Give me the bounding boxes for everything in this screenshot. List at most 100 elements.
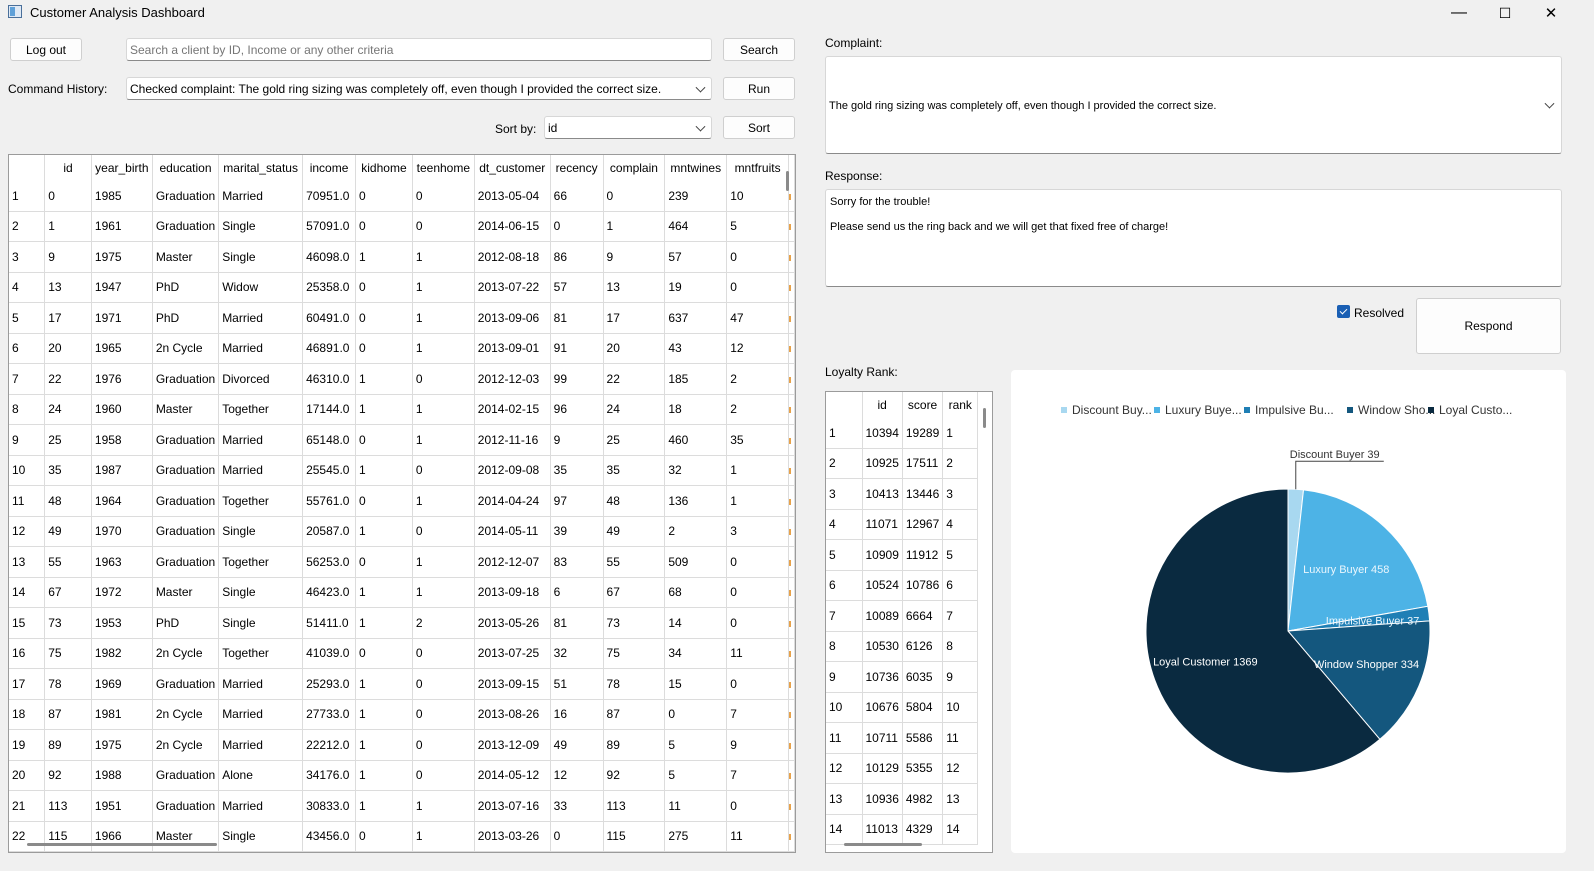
table-cell[interactable]: 9 <box>44 241 92 273</box>
table-cell[interactable]: 20 <box>44 333 92 364</box>
table-row[interactable]: 3 9 1975 Master Single 46098.0 1 1 2012-08-18 86 9… <box>9 241 795 273</box>
table-cell[interactable]: 0 <box>726 577 789 608</box>
row-number[interactable]: 4 <box>9 272 46 303</box>
table-cell[interactable]: 9 <box>942 661 979 693</box>
row-number[interactable]: 13 <box>826 783 863 815</box>
table-cell[interactable]: 78 <box>44 668 92 700</box>
table-cell[interactable]: 0 <box>355 333 413 364</box>
row-number[interactable]: 7 <box>9 363 46 395</box>
table-cell[interactable]: 35 <box>550 455 604 486</box>
table-cell[interactable]: 1 <box>355 729 413 761</box>
table-cell[interactable]: 91 <box>550 333 604 364</box>
table-cell[interactable]: 81 <box>550 607 604 639</box>
table-cell[interactable]: 1 <box>412 302 475 334</box>
table-row[interactable]: 16 75 1982 2n Cycle Together 41039.0 0 0 2013-07… <box>9 638 795 669</box>
row-number[interactable]: 8 <box>9 394 46 425</box>
minimize-icon[interactable]: — <box>1451 4 1467 21</box>
row-number[interactable]: 18 <box>9 699 46 730</box>
horizontal-scrollbar[interactable] <box>844 843 922 846</box>
table-cell[interactable]: 10394 <box>862 418 903 449</box>
table-cell[interactable]: 73 <box>44 607 92 639</box>
table-cell[interactable]: 49 <box>603 516 666 547</box>
table-row[interactable]: 18 87 1981 2n Cycle Married 27733.0 1 0 2013-08-… <box>9 699 795 730</box>
table-row[interactable]: 2 10925 17511 2 <box>826 448 979 479</box>
row-number[interactable]: 2 <box>9 211 46 242</box>
row-number[interactable]: 11 <box>9 485 46 517</box>
table-cell[interactable]: Master <box>152 241 220 273</box>
row-number[interactable]: 5 <box>826 539 863 571</box>
table-cell[interactable]: 0 <box>355 211 413 242</box>
row-number[interactable]: 4 <box>826 509 863 540</box>
table-cell[interactable]: 49 <box>550 729 604 761</box>
table-row[interactable]: 12 49 1970 Graduation Single 20587.0 1 0 2014-05… <box>9 516 795 547</box>
table-cell[interactable]: 5 <box>942 539 979 571</box>
table-cell[interactable]: 11 <box>726 821 789 852</box>
table-cell[interactable]: 0 <box>412 516 475 547</box>
table-cell[interactable]: 15 <box>664 668 728 700</box>
table-cell[interactable]: 75 <box>603 638 666 669</box>
table-cell[interactable]: 34 <box>664 638 728 669</box>
table-cell[interactable]: 5355 <box>902 753 944 784</box>
table-cell[interactable]: Married <box>218 181 304 212</box>
column-header[interactable]: marital_status <box>218 155 304 181</box>
search-button[interactable]: Search <box>723 38 795 61</box>
table-cell[interactable]: 2014-05-11 <box>474 516 551 547</box>
table-cell[interactable]: 0 <box>412 699 475 730</box>
table-cell[interactable]: 57 <box>664 241 728 273</box>
table-cell[interactable]: 0 <box>355 546 413 578</box>
table-row[interactable]: 9 10736 6035 9 <box>826 661 979 693</box>
table-cell[interactable]: 87 <box>603 699 666 730</box>
row-number[interactable]: 2 <box>826 448 863 479</box>
row-number[interactable]: 22 <box>9 821 46 852</box>
table-row[interactable]: 5 10909 11912 5 <box>826 539 979 571</box>
table-cell[interactable]: 70951.0 <box>302 181 357 212</box>
table-row[interactable]: 6 10524 10786 6 <box>826 570 979 601</box>
maximize-icon[interactable]: ☐ <box>1498 4 1512 21</box>
table-cell[interactable]: 27733.0 <box>302 699 357 730</box>
table-cell[interactable]: 2012-08-18 <box>474 241 551 273</box>
table-cell[interactable]: 1 <box>726 485 789 517</box>
table-row[interactable]: 11 10711 5586 11 <box>826 722 979 754</box>
table-cell[interactable]: Graduation <box>152 668 220 700</box>
table-cell[interactable]: 55 <box>44 546 92 578</box>
table-cell[interactable]: 11013 <box>862 814 903 845</box>
table-cell[interactable]: 9 <box>726 729 789 761</box>
table-cell[interactable]: 1970 <box>91 516 153 547</box>
table-cell[interactable]: 2012-11-16 <box>474 424 551 456</box>
table-cell[interactable]: 2013-09-18 <box>474 577 551 608</box>
column-header[interactable]: id <box>44 155 92 181</box>
table-cell[interactable]: 22 <box>603 363 666 395</box>
table-cell[interactable]: 20587.0 <box>302 516 357 547</box>
table-cell[interactable]: 1966 <box>91 821 153 852</box>
table-row[interactable]: 5 17 1971 PhD Married 60491.0 0 1 2013-09-06 81 17… <box>9 302 795 334</box>
table-cell[interactable]: 2014-06-15 <box>474 211 551 242</box>
column-header[interactable]: complain <box>603 155 666 181</box>
table-cell[interactable]: 2013-05-26 <box>474 607 551 639</box>
table-row[interactable]: 15 73 1953 PhD Single 51411.0 1 2 2013-05-26 81 73… <box>9 607 795 639</box>
table-cell[interactable]: 55761.0 <box>302 485 357 517</box>
table-row[interactable]: 13 55 1963 Graduation Together 56253.0 0 1 2012-… <box>9 546 795 578</box>
table-cell[interactable]: 2n Cycle <box>152 699 220 730</box>
table-cell[interactable]: 49 <box>44 516 92 547</box>
pie-slice-luxury-buyer[interactable] <box>1287 489 1429 632</box>
table-cell[interactable]: 0 <box>355 638 413 669</box>
table-cell[interactable]: 12 <box>550 760 604 791</box>
table-cell[interactable]: 6126 <box>902 631 944 662</box>
table-cell[interactable]: 46098.0 <box>302 241 357 273</box>
table-cell[interactable]: 48 <box>44 485 92 517</box>
table-cell[interactable]: 0 <box>550 211 604 242</box>
row-number[interactable]: 10 <box>9 455 46 486</box>
table-cell[interactable]: 1958 <box>91 424 153 456</box>
customer-table[interactable]: id year_birth education marital_status incom… <box>8 154 796 853</box>
table-cell[interactable]: 35 <box>44 455 92 486</box>
table-cell[interactable]: 10413 <box>862 478 903 510</box>
table-cell[interactable]: 1 <box>355 241 413 273</box>
table-cell[interactable]: 115 <box>603 821 666 852</box>
table-cell[interactable]: Graduation <box>152 516 220 547</box>
table-cell[interactable]: Married <box>218 699 304 730</box>
row-number[interactable]: 13 <box>9 546 46 578</box>
table-cell[interactable]: 35 <box>726 424 789 456</box>
table-cell[interactable]: 2 <box>726 394 789 425</box>
table-cell[interactable]: PhD <box>152 607 220 639</box>
table-cell[interactable]: 2n Cycle <box>152 333 220 364</box>
